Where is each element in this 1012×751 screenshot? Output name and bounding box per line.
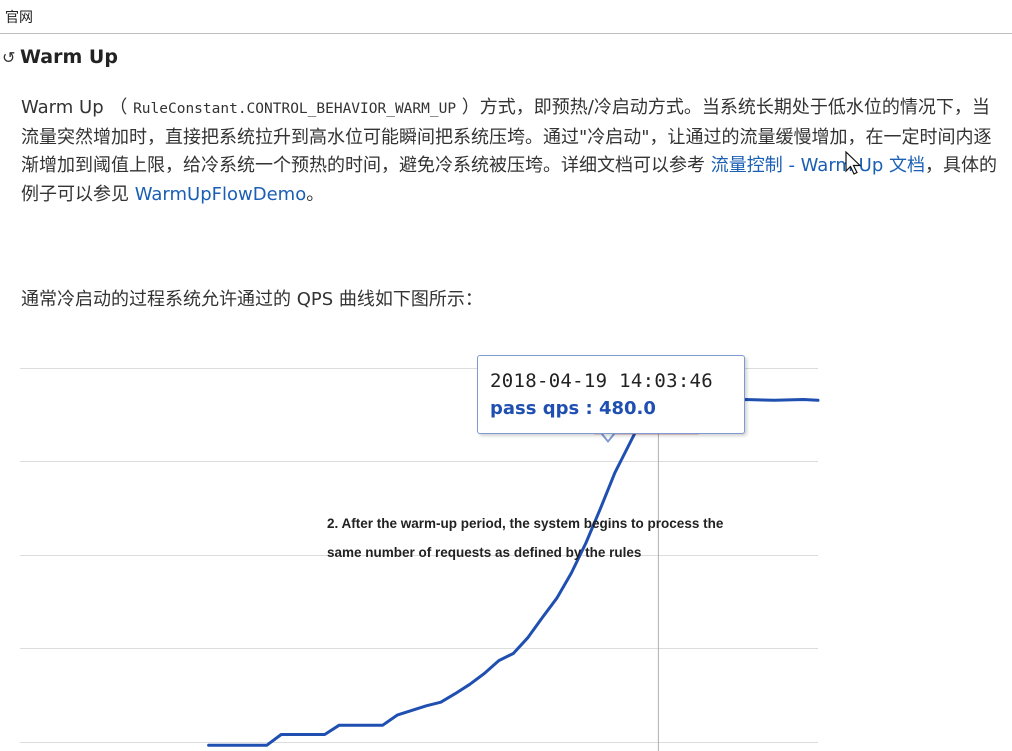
tooltip-pass-qps: pass qps : 480.0 <box>490 398 656 419</box>
top-bar: 官网 <box>0 0 1012 34</box>
inline-code: RuleConstant.CONTROL_BEHAVIOR_WARM_UP <box>133 101 457 117</box>
annotation-line-1: 2. After the warm-up period, the system … <box>327 516 724 531</box>
chart-tooltip: 2018-04-19 14:03:46 pass qps : 480.0 <box>477 355 745 434</box>
tooltip-timestamp: 2018-04-19 14:03:46 <box>490 370 714 392</box>
intro-text-1: Warm Up （ <box>21 97 134 118</box>
link-warm-up-doc[interactable]: 流量控制 - Warm Up 文档 <box>710 155 925 176</box>
anchor-icon[interactable]: ↺ <box>2 47 16 67</box>
intro-text-4: 。 <box>306 183 325 205</box>
link-warmupflowdemo[interactable]: WarmUpFlowDemo <box>134 183 307 205</box>
chart-annotation: 2. After the warm-up period, the system … <box>327 509 817 567</box>
mouse-cursor-icon <box>845 151 862 175</box>
qps-curve-caption: 通常冷启动的过程系统允许通过的 QPS 曲线如下图所示： <box>21 289 483 310</box>
section-title: Warm Up <box>20 46 118 68</box>
intro-text-3: ，具体的例子可以参见 <box>21 155 997 205</box>
qps-series-line <box>207 398 820 747</box>
top-bar-label[interactable]: 官网 <box>5 10 33 26</box>
intro-text-2: ）方式，即预热/冷启动方式。当系统长期处于低水位的情况下，当流量突然增加时，直接… <box>21 97 992 176</box>
tooltip-tail-fill <box>601 431 615 440</box>
annotation-line-2: same number of requests as defined by th… <box>327 545 642 560</box>
chart-series <box>207 398 820 747</box>
intro-paragraph: Warm Up （ RuleConstant.CONTROL_BEHAVIOR_… <box>21 94 1006 209</box>
section-header: ↺ Warm Up <box>2 44 118 70</box>
